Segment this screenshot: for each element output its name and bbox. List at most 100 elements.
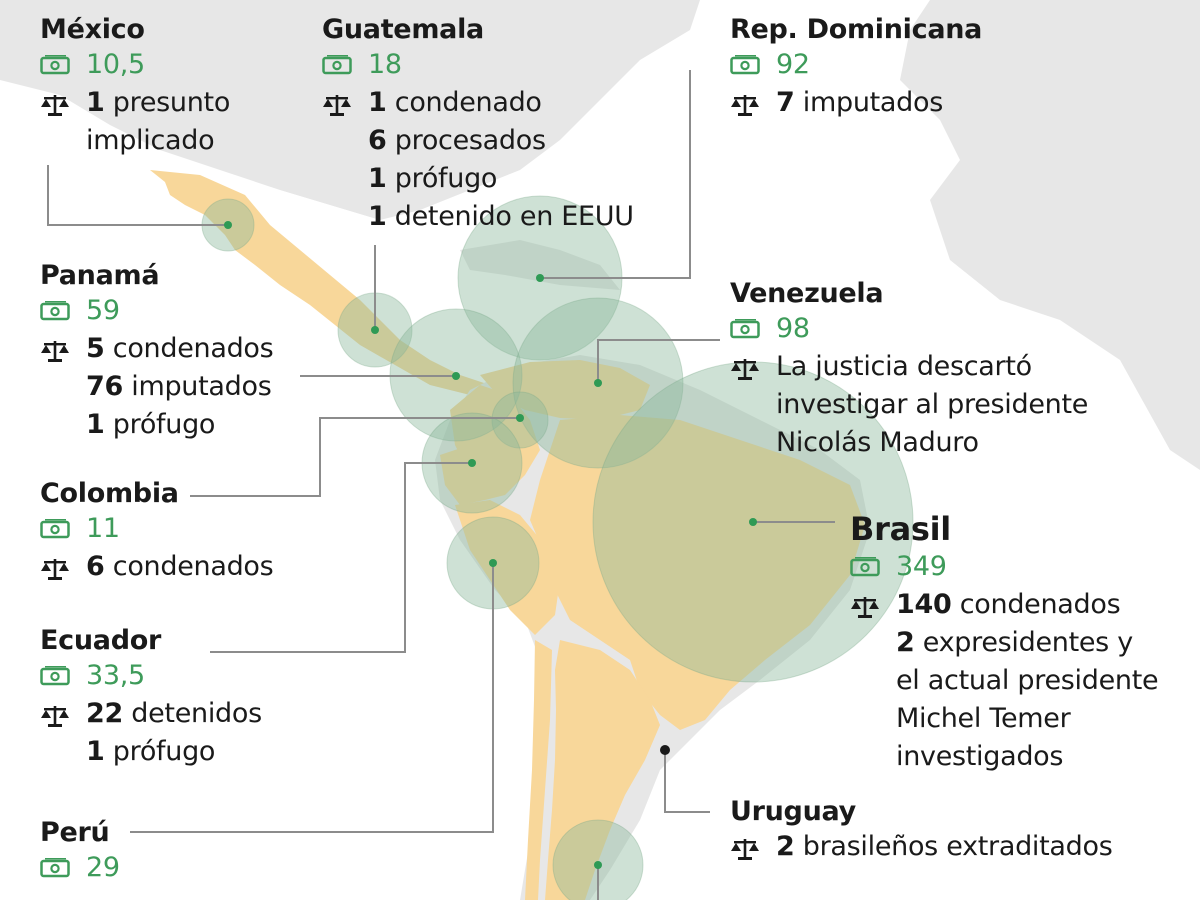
- justice-line-text: brasileños extraditados: [794, 831, 1113, 862]
- country-name: México: [40, 14, 145, 45]
- europe-africa-land: [900, 0, 1200, 470]
- justice-row: La justicia descartó investigar al presid…: [730, 348, 1088, 462]
- justice-line: 1 detenido en EEUU: [368, 198, 634, 236]
- justice-line-number: 7: [776, 87, 795, 118]
- dot-uruguay: [660, 745, 670, 755]
- justice-line-number: 76: [86, 371, 123, 402]
- justice-line-number: 2: [896, 627, 915, 658]
- justice-line-number: 22: [86, 698, 123, 729]
- amount-value: 92: [776, 49, 810, 80]
- leader-rep-dominicana: [540, 70, 691, 279]
- justice-line: investigados: [896, 738, 1158, 776]
- country-block-brasil: Brasil 349 140 condenados 2 expresidentes…: [850, 510, 1159, 776]
- justice-line: 76 imputados: [86, 368, 273, 406]
- country-name: Perú: [40, 817, 110, 848]
- country-name: Ecuador: [40, 625, 161, 656]
- justice-lines: 1 condenado 6 procesados 1 prófugo 1 deteni…: [368, 84, 634, 236]
- justice-line: 1 presunto: [86, 84, 230, 122]
- justice-lines: La justicia descartó investigar al presid…: [776, 348, 1088, 462]
- justice-lines: 22 detenidos 1 prófugo: [86, 695, 262, 771]
- country-name: Panamá: [40, 260, 160, 291]
- country-block-panama: Panamá 59 5 condenados 76 imputados 1 próf…: [40, 260, 274, 444]
- justice-line-text: implicado: [86, 125, 215, 156]
- leader-ecuador: [210, 462, 472, 653]
- justice-line-text: prófugo: [386, 163, 498, 194]
- dot-peru: [489, 559, 497, 567]
- justice-lines: 1 presunto implicado: [86, 84, 230, 160]
- amount-row: 29: [40, 849, 120, 887]
- country-name: Venezuela: [730, 278, 884, 309]
- country-block-ecuador: Ecuador 33,5 22 detenidos 1 prófugo: [40, 625, 262, 771]
- justice-lines: 7 imputados: [776, 84, 943, 122]
- justice-line: 2 brasileños extraditados: [776, 828, 1113, 866]
- banknote-icon: [730, 46, 760, 75]
- argentina-land: [545, 640, 660, 900]
- justice-line: Nicolás Maduro: [776, 424, 1088, 462]
- leader-venezuela: [597, 339, 720, 383]
- justice-line-number: 1: [86, 409, 105, 440]
- justice-line-text: Nicolás Maduro: [776, 427, 979, 458]
- scales-of-justice-icon: [730, 84, 760, 117]
- scales-of-justice-icon: [850, 586, 880, 619]
- justice-line-text: La justicia descartó: [776, 351, 1032, 382]
- justice-row: 1 presunto implicado: [40, 84, 230, 160]
- amount-row: 98: [730, 310, 1088, 348]
- leader-mexico: [47, 165, 228, 226]
- justice-line-text: condenados: [951, 589, 1121, 620]
- country-name: Brasil: [850, 510, 951, 548]
- justice-line-text: prófugo: [104, 409, 216, 440]
- scales-of-justice-icon: [322, 84, 352, 117]
- justice-row: 7 imputados: [730, 84, 982, 122]
- north-america-land: [0, 0, 700, 220]
- justice-line-text: detenidos: [122, 698, 262, 729]
- mexico-central-america-land: [150, 170, 490, 395]
- dot-venezuela: [594, 379, 602, 387]
- justice-line: Michel Temer: [896, 700, 1158, 738]
- leader-colombia: [190, 417, 520, 497]
- justice-line-number: 1: [368, 201, 387, 232]
- amount-value: 33,5: [86, 660, 145, 691]
- amount-row: 59: [40, 292, 273, 330]
- country-name: Colombia: [40, 478, 179, 509]
- justice-line-number: 1: [368, 87, 387, 118]
- scales-of-justice-icon: [40, 695, 70, 728]
- venezuela-land: [480, 360, 650, 420]
- country-block-peru: Perú 29: [40, 817, 120, 887]
- dot-mexico: [224, 221, 232, 229]
- country-block-uruguay: Uruguay 2 brasileños extraditados: [730, 796, 1113, 866]
- justice-line: 2 expresidentes y: [896, 624, 1158, 662]
- brasil-land: [530, 415, 865, 730]
- banknote-icon: [40, 510, 70, 539]
- justice-line-number: 1: [86, 87, 105, 118]
- justice-row: 6 condenados: [40, 548, 274, 586]
- banknote-icon: [850, 548, 880, 577]
- justice-line-text: expresidentes y: [914, 627, 1133, 658]
- justice-row: 22 detenidos 1 prófugo: [40, 695, 262, 771]
- country-block-mexico: México 10,5 1 presunto implicado: [40, 14, 230, 160]
- amount-value: 59: [86, 295, 120, 326]
- justice-line: 1 prófugo: [86, 406, 273, 444]
- dot-argentina: [594, 861, 602, 869]
- justice-line-number: 2: [776, 831, 795, 862]
- justice-line-text: procesados: [386, 125, 546, 156]
- amount-value: 29: [86, 852, 120, 883]
- amount-row: 349: [850, 548, 1158, 586]
- justice-line: 140 condenados: [896, 586, 1158, 624]
- bubble-argentina: [552, 819, 644, 900]
- amount-row: 10,5: [40, 46, 230, 84]
- banknote-icon: [40, 657, 70, 686]
- country-name: Rep. Dominicana: [730, 14, 983, 45]
- justice-lines: 2 brasileños extraditados: [776, 828, 1113, 866]
- justice-line: La justicia descartó: [776, 348, 1088, 386]
- amount-value: 18: [368, 49, 402, 80]
- justice-line-text: Michel Temer: [896, 703, 1071, 734]
- scales-of-justice-icon: [40, 330, 70, 363]
- justice-lines: 5 condenados 76 imputados 1 prófugo: [86, 330, 274, 444]
- banknote-icon: [40, 849, 70, 878]
- justice-line-number: 1: [86, 736, 105, 767]
- leader-lines: [47, 70, 835, 900]
- justice-line-text: investigar al presidente: [776, 389, 1089, 420]
- justice-line: 1 prófugo: [86, 733, 262, 771]
- banknote-icon: [40, 292, 70, 321]
- scales-of-justice-icon: [40, 84, 70, 117]
